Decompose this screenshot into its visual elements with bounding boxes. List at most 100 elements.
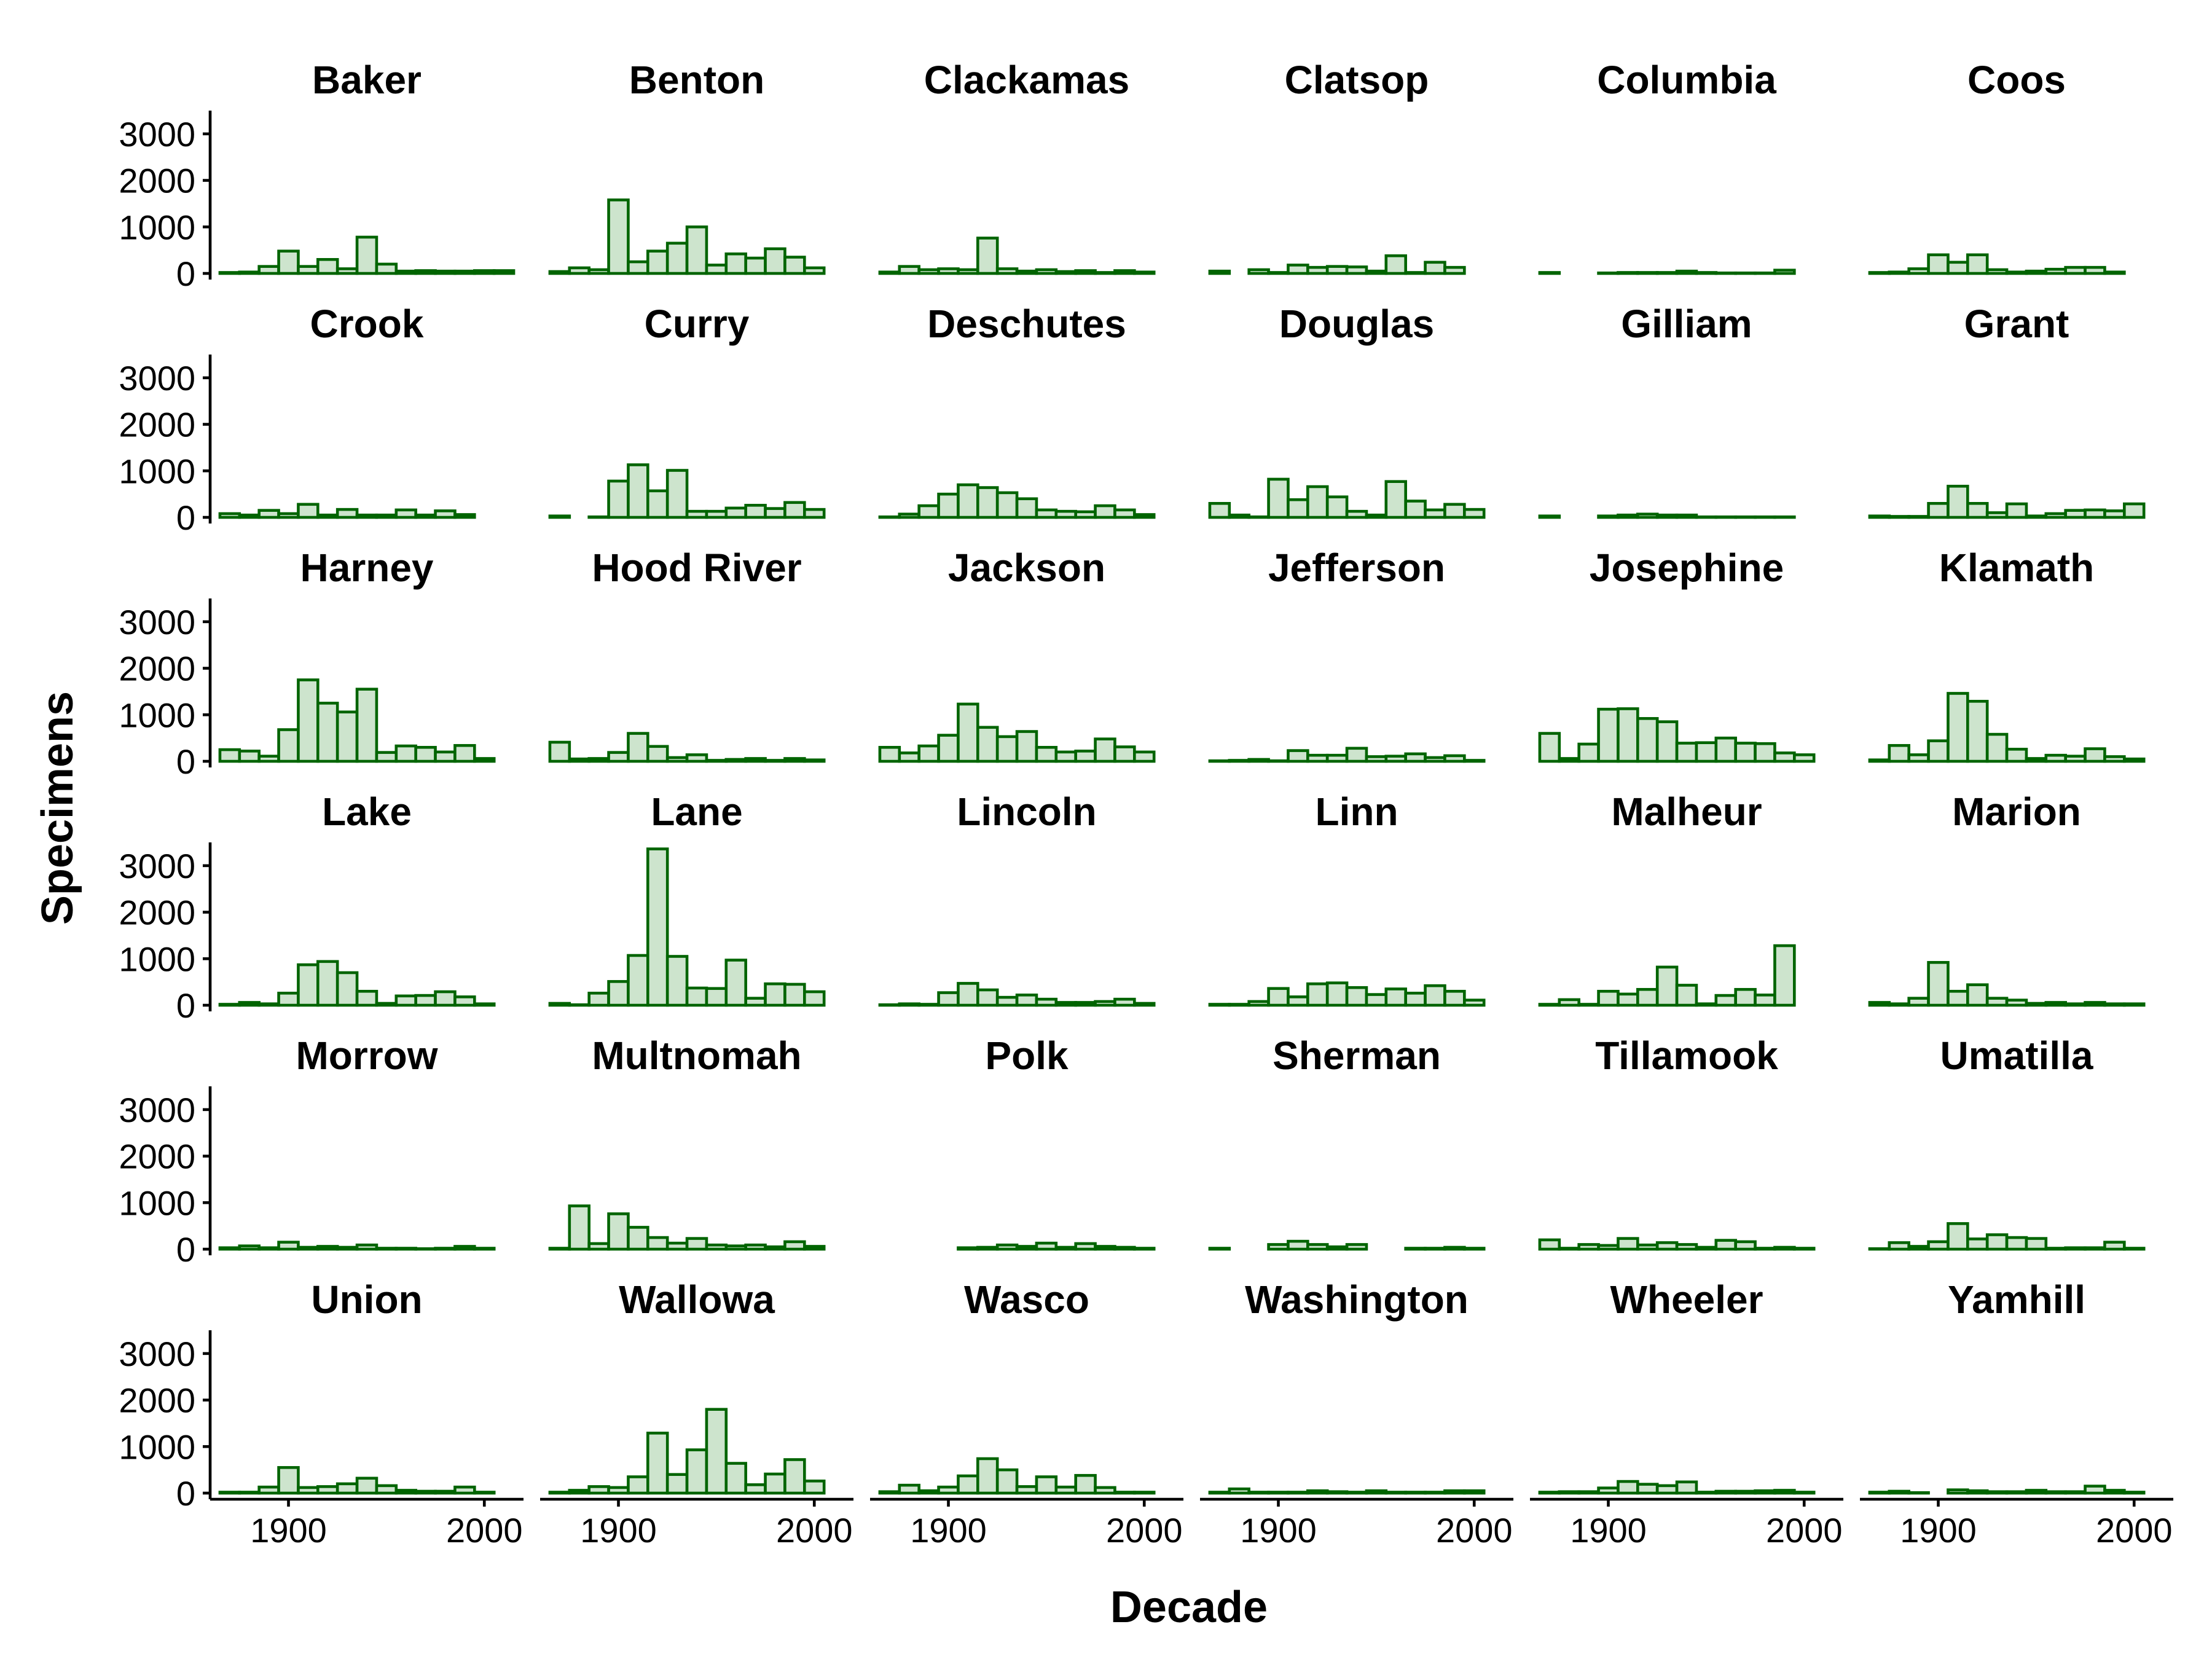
histogram-bar bbox=[1868, 1491, 1891, 1495]
histogram-bar bbox=[2103, 270, 2126, 275]
histogram-bar bbox=[1734, 987, 1757, 1007]
histogram-bar bbox=[1868, 514, 1891, 519]
histogram-bar bbox=[1577, 1490, 1600, 1495]
histogram-bar bbox=[2103, 509, 2126, 519]
histogram-bar bbox=[783, 256, 806, 275]
histogram-bar bbox=[1365, 1489, 1388, 1495]
histogram-bar bbox=[1228, 513, 1250, 519]
histogram-bar bbox=[218, 1246, 241, 1251]
histogram-bar bbox=[1404, 752, 1427, 763]
histogram-bar bbox=[1247, 1491, 1270, 1495]
histogram-bar bbox=[1868, 1001, 1891, 1007]
panel-title: Wheeler bbox=[1610, 1277, 1763, 1322]
histogram-bar bbox=[1247, 758, 1270, 763]
histogram-bar bbox=[1325, 265, 1349, 275]
histogram-bar bbox=[1306, 1489, 1329, 1495]
histogram-bar bbox=[1577, 1003, 1600, 1007]
histogram-bar bbox=[1907, 997, 1930, 1007]
histogram-bar bbox=[1597, 514, 1620, 519]
histogram-bar bbox=[1094, 737, 1116, 763]
histogram-bar bbox=[1947, 484, 1969, 519]
histogram-bar bbox=[375, 1002, 398, 1007]
histogram-bar bbox=[1655, 965, 1679, 1007]
histogram-bar bbox=[646, 1432, 669, 1495]
histogram-bar bbox=[1267, 1491, 1290, 1495]
histogram-bar bbox=[1113, 745, 1136, 763]
histogram-bar bbox=[1966, 1489, 1989, 1495]
histogram-bar bbox=[1015, 1245, 1038, 1251]
panel-coos: Coos bbox=[1868, 58, 2126, 275]
histogram-bar bbox=[1907, 515, 1930, 519]
histogram-bar bbox=[1754, 742, 1776, 763]
panel-title: Linn bbox=[1315, 790, 1398, 834]
histogram-bar bbox=[764, 1245, 786, 1251]
histogram-bar bbox=[1384, 755, 1407, 763]
histogram-bar bbox=[1325, 753, 1349, 763]
histogram-bar bbox=[2044, 1247, 2067, 1251]
histogram-bar bbox=[1208, 269, 1231, 275]
histogram-bar bbox=[1463, 1489, 1486, 1495]
histogram-bar bbox=[957, 982, 979, 1007]
panel-columbia: Columbia bbox=[1538, 58, 1796, 275]
histogram-bar bbox=[587, 268, 610, 275]
histogram-bar bbox=[316, 513, 339, 519]
histogram-bar bbox=[1947, 1222, 1969, 1251]
histogram-bar bbox=[937, 267, 960, 275]
histogram-bar bbox=[257, 755, 280, 763]
histogram-bar bbox=[1617, 513, 1639, 519]
histogram-bar bbox=[1035, 745, 1058, 763]
histogram-bar bbox=[898, 751, 920, 763]
panel-title: Morrow bbox=[296, 1033, 437, 1078]
panel-title: Klamath bbox=[1939, 546, 2095, 590]
histogram-bar bbox=[1287, 498, 1309, 519]
histogram-bar bbox=[1054, 1245, 1077, 1251]
histogram-bar bbox=[976, 237, 999, 275]
panel-polk: Polk bbox=[957, 1033, 1156, 1251]
histogram-bar bbox=[473, 269, 496, 275]
histogram-bar bbox=[744, 997, 767, 1007]
histogram-bar bbox=[878, 1490, 901, 1495]
histogram-bar bbox=[1113, 997, 1136, 1007]
histogram-bar bbox=[1054, 1485, 1077, 1495]
histogram-bar bbox=[646, 1236, 669, 1251]
histogram-bar bbox=[1655, 513, 1679, 519]
histogram-bar bbox=[724, 758, 747, 763]
panel-clatsop: Clatsop bbox=[1208, 58, 1466, 275]
histogram-bar bbox=[394, 994, 417, 1007]
histogram-bar bbox=[2123, 1491, 2146, 1495]
histogram-bar bbox=[1404, 271, 1427, 275]
histogram-bar bbox=[957, 268, 979, 275]
histogram-bar bbox=[2044, 512, 2067, 519]
histogram-bar bbox=[685, 225, 708, 275]
histogram-bar bbox=[297, 678, 320, 763]
histogram-bar bbox=[335, 1482, 359, 1495]
histogram-bar bbox=[685, 1448, 708, 1495]
histogram-bar bbox=[335, 1245, 359, 1251]
histogram-bar bbox=[1773, 944, 1796, 1007]
y-tick-label: 2000 bbox=[119, 649, 195, 688]
histogram-bar bbox=[1345, 1243, 1368, 1251]
histogram-bar bbox=[375, 262, 398, 275]
histogram-bar bbox=[1208, 1003, 1231, 1007]
y-tick-label: 0 bbox=[176, 1474, 195, 1513]
histogram-bar bbox=[2005, 748, 2028, 763]
histogram-bar bbox=[277, 1241, 300, 1251]
panel-title: Hood River bbox=[592, 546, 801, 590]
histogram-bar bbox=[2103, 755, 2126, 763]
panel-wheeler: Wheeler 1900 2000 bbox=[1530, 1277, 1843, 1550]
histogram-bar bbox=[937, 734, 960, 763]
histogram-bar bbox=[568, 757, 590, 763]
histogram-bar bbox=[1636, 1243, 1659, 1251]
panel-title: Wasco bbox=[964, 1277, 1089, 1322]
histogram-bar bbox=[238, 1001, 261, 1007]
histogram-bar bbox=[1015, 994, 1038, 1007]
histogram-bar bbox=[1793, 1491, 1816, 1495]
histogram-bar bbox=[1597, 1244, 1620, 1251]
histogram-bar bbox=[803, 266, 826, 275]
histogram-bar bbox=[1054, 509, 1077, 519]
histogram-bar bbox=[995, 1243, 1019, 1251]
histogram-bar bbox=[1015, 1485, 1038, 1495]
histogram-bar bbox=[705, 1408, 728, 1495]
histogram-bar bbox=[2005, 502, 2028, 519]
histogram-bar bbox=[1208, 501, 1231, 519]
